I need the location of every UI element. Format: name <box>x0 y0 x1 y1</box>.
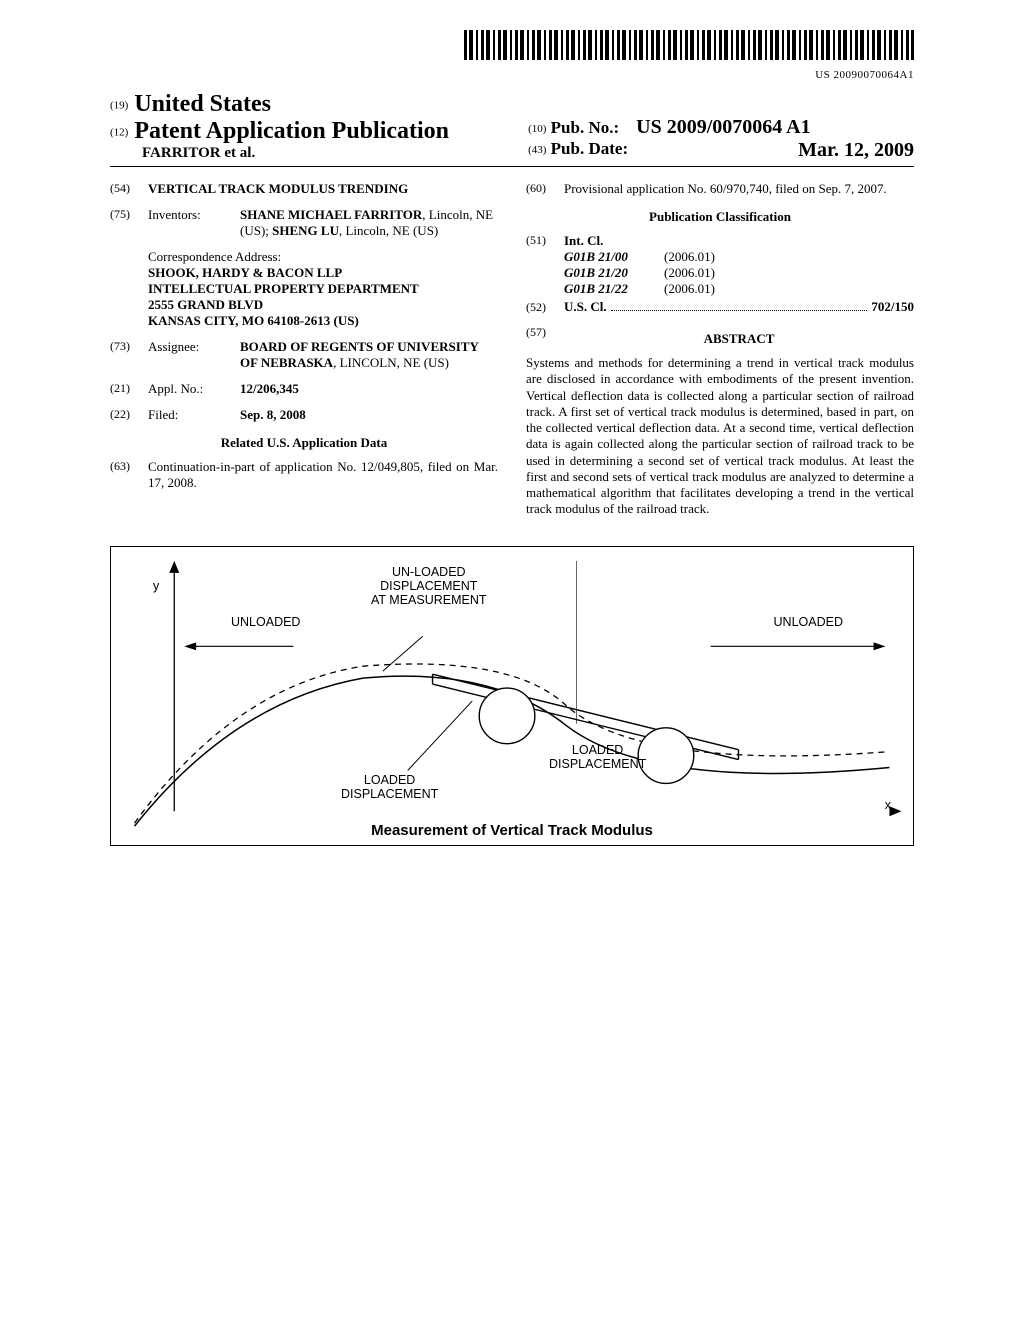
cip-row: (63) Continuation-in-part of application… <box>110 459 498 491</box>
filed-value: Sep. 8, 2008 <box>240 407 498 423</box>
pubno-label: Pub. No.: <box>551 118 619 137</box>
code-12: (12) <box>110 126 128 138</box>
inventor-2: SHENG LU <box>272 223 339 238</box>
applno-value: 12/206,345 <box>240 381 498 397</box>
y-axis-label: y <box>153 579 159 593</box>
doc-type: Patent Application Publication <box>134 118 449 144</box>
pubno-value: US 2009/0070064 A1 <box>636 116 810 138</box>
intcl-table: G01B 21/00 (2006.01) G01B 21/20 (2006.01… <box>564 249 914 297</box>
correspondence-block: Correspondence Address: SHOOK, HARDY & B… <box>148 249 498 329</box>
x-axis-label: x <box>885 798 891 812</box>
code-21: (21) <box>110 381 148 397</box>
inventors-row: (75) Inventors: SHANE MICHAEL FARRITOR, … <box>110 207 498 239</box>
intcl-sym: G01B 21/20 <box>564 265 664 281</box>
figure-title: Measurement of Vertical Track Modulus <box>111 822 913 839</box>
body-columns: (54) VERTICAL TRACK MODULUS TRENDING (75… <box>110 181 914 518</box>
applno-row: (21) Appl. No.: 12/206,345 <box>110 381 498 397</box>
pubdate-line: (43) Pub. Date: Mar. 12, 2009 <box>528 139 914 159</box>
invention-title: VERTICAL TRACK MODULUS TRENDING <box>148 181 498 197</box>
country-line: (19) United States <box>110 91 496 118</box>
inventor-1: SHANE MICHAEL FARRITOR <box>240 207 422 222</box>
barcode-text: US 20090070064A1 <box>815 69 914 81</box>
title-row: (54) VERTICAL TRACK MODULUS TRENDING <box>110 181 498 197</box>
loaded-disp-right-label: LOADED DISPLACEMENT <box>549 743 646 772</box>
code-73: (73) <box>110 339 148 371</box>
pubdate-label: Pub. Date: <box>551 139 628 158</box>
left-column: (54) VERTICAL TRACK MODULUS TRENDING (75… <box>110 181 498 518</box>
corr-l2: INTELLECTUAL PROPERTY DEPARTMENT <box>148 281 498 297</box>
corr-label: Correspondence Address: <box>148 249 498 265</box>
corr-l1: SHOOK, HARDY & BACON LLP <box>148 265 498 281</box>
country-name: United States <box>134 91 271 117</box>
code-57: (57) <box>526 325 564 353</box>
code-22: (22) <box>110 407 148 423</box>
patent-page: US 20090070064A1 (19) United States (12)… <box>0 0 1024 886</box>
code-10: (10) <box>528 123 546 135</box>
code-60: (60) <box>526 181 564 197</box>
code-51: (51) <box>526 233 564 297</box>
filed-label: Filed: <box>148 407 240 423</box>
uscl-value: 702/150 <box>871 299 914 315</box>
corr-l3: 2555 GRAND BLVD <box>148 297 498 313</box>
intcl-ver: (2006.01) <box>664 281 754 297</box>
code-19: (19) <box>110 99 128 111</box>
assignee-value: BOARD OF REGENTS OF UNIVERSITY OF NEBRAS… <box>240 339 498 371</box>
pubclass-title: Publication Classification <box>526 209 914 225</box>
corr-l4: KANSAS CITY, MO 64108-2613 (US) <box>148 313 498 329</box>
intcl-ver: (2006.01) <box>664 249 754 265</box>
unloaded-disp-label: UN-LOADED DISPLACEMENT AT MEASUREMENT <box>371 565 487 608</box>
header-left: (19) United States (12) Patent Applicati… <box>110 91 496 162</box>
inventors-label: Inventors: <box>148 207 240 239</box>
applno-label: Appl. No.: <box>148 381 240 397</box>
header-right: (10) Pub. No.: US 2009/0070064 A1 (43) P… <box>528 116 914 162</box>
abstract-header: (57) ABSTRACT <box>526 325 914 353</box>
header-inventors: FARRITOR et al. <box>110 145 496 162</box>
intcl-entry: G01B 21/20 (2006.01) <box>564 265 914 281</box>
code-63: (63) <box>110 459 148 491</box>
figure-svg <box>111 547 913 845</box>
code-43: (43) <box>528 144 546 156</box>
code-52: (52) <box>526 300 564 315</box>
uscl-label: U.S. Cl. <box>564 299 607 315</box>
provisional-row: (60) Provisional application No. 60/970,… <box>526 181 914 197</box>
uscl-row: (52) U.S. Cl. 702/150 <box>526 299 914 315</box>
unloaded-left-label: UNLOADED <box>231 615 300 629</box>
intcl-entry: G01B 21/22 (2006.01) <box>564 281 914 297</box>
assignee-row: (73) Assignee: BOARD OF REGENTS OF UNIVE… <box>110 339 498 371</box>
assignee-loc: , LINCOLN, NE (US) <box>333 355 449 370</box>
abstract-label: ABSTRACT <box>564 331 914 347</box>
intcl-entry: G01B 21/00 (2006.01) <box>564 249 914 265</box>
figure-box: y x UNLOADED UNLOADED UN-LOADED DISPLACE… <box>110 546 914 846</box>
intcl-block: Int. Cl. G01B 21/00 (2006.01) G01B 21/20… <box>564 233 914 297</box>
code-75: (75) <box>110 207 148 239</box>
pubdate-value: Mar. 12, 2009 <box>798 139 914 162</box>
uscl-dots <box>611 309 868 311</box>
barcode-graphic <box>464 30 914 60</box>
provisional-text: Provisional application No. 60/970,740, … <box>564 181 914 197</box>
filed-row: (22) Filed: Sep. 8, 2008 <box>110 407 498 423</box>
abstract-text: Systems and methods for determining a tr… <box>526 355 914 518</box>
intcl-label: Int. Cl. <box>564 233 914 249</box>
inventor-2-loc: , Lincoln, NE (US) <box>339 223 438 238</box>
intcl-sym: G01B 21/00 <box>564 249 664 265</box>
barcode-region: US 20090070064A1 <box>110 30 914 83</box>
inventors-value: SHANE MICHAEL FARRITOR, Lincoln, NE (US)… <box>240 207 498 239</box>
cip-text: Continuation-in-part of application No. … <box>148 459 498 491</box>
code-54: (54) <box>110 181 148 197</box>
unloaded-right-label: UNLOADED <box>774 615 843 629</box>
pubno-line: (10) Pub. No.: US 2009/0070064 A1 <box>528 116 914 139</box>
document-header: (19) United States (12) Patent Applicati… <box>110 91 914 167</box>
intcl-row: (51) Int. Cl. G01B 21/00 (2006.01) G01B … <box>526 233 914 297</box>
loaded-disp-left-label: LOADED DISPLACEMENT <box>341 773 438 802</box>
doc-type-line: (12) Patent Application Publication <box>110 118 496 145</box>
intcl-sym: G01B 21/22 <box>564 281 664 297</box>
right-column: (60) Provisional application No. 60/970,… <box>526 181 914 518</box>
assignee-label: Assignee: <box>148 339 240 371</box>
related-title: Related U.S. Application Data <box>110 435 498 451</box>
intcl-ver: (2006.01) <box>664 265 754 281</box>
